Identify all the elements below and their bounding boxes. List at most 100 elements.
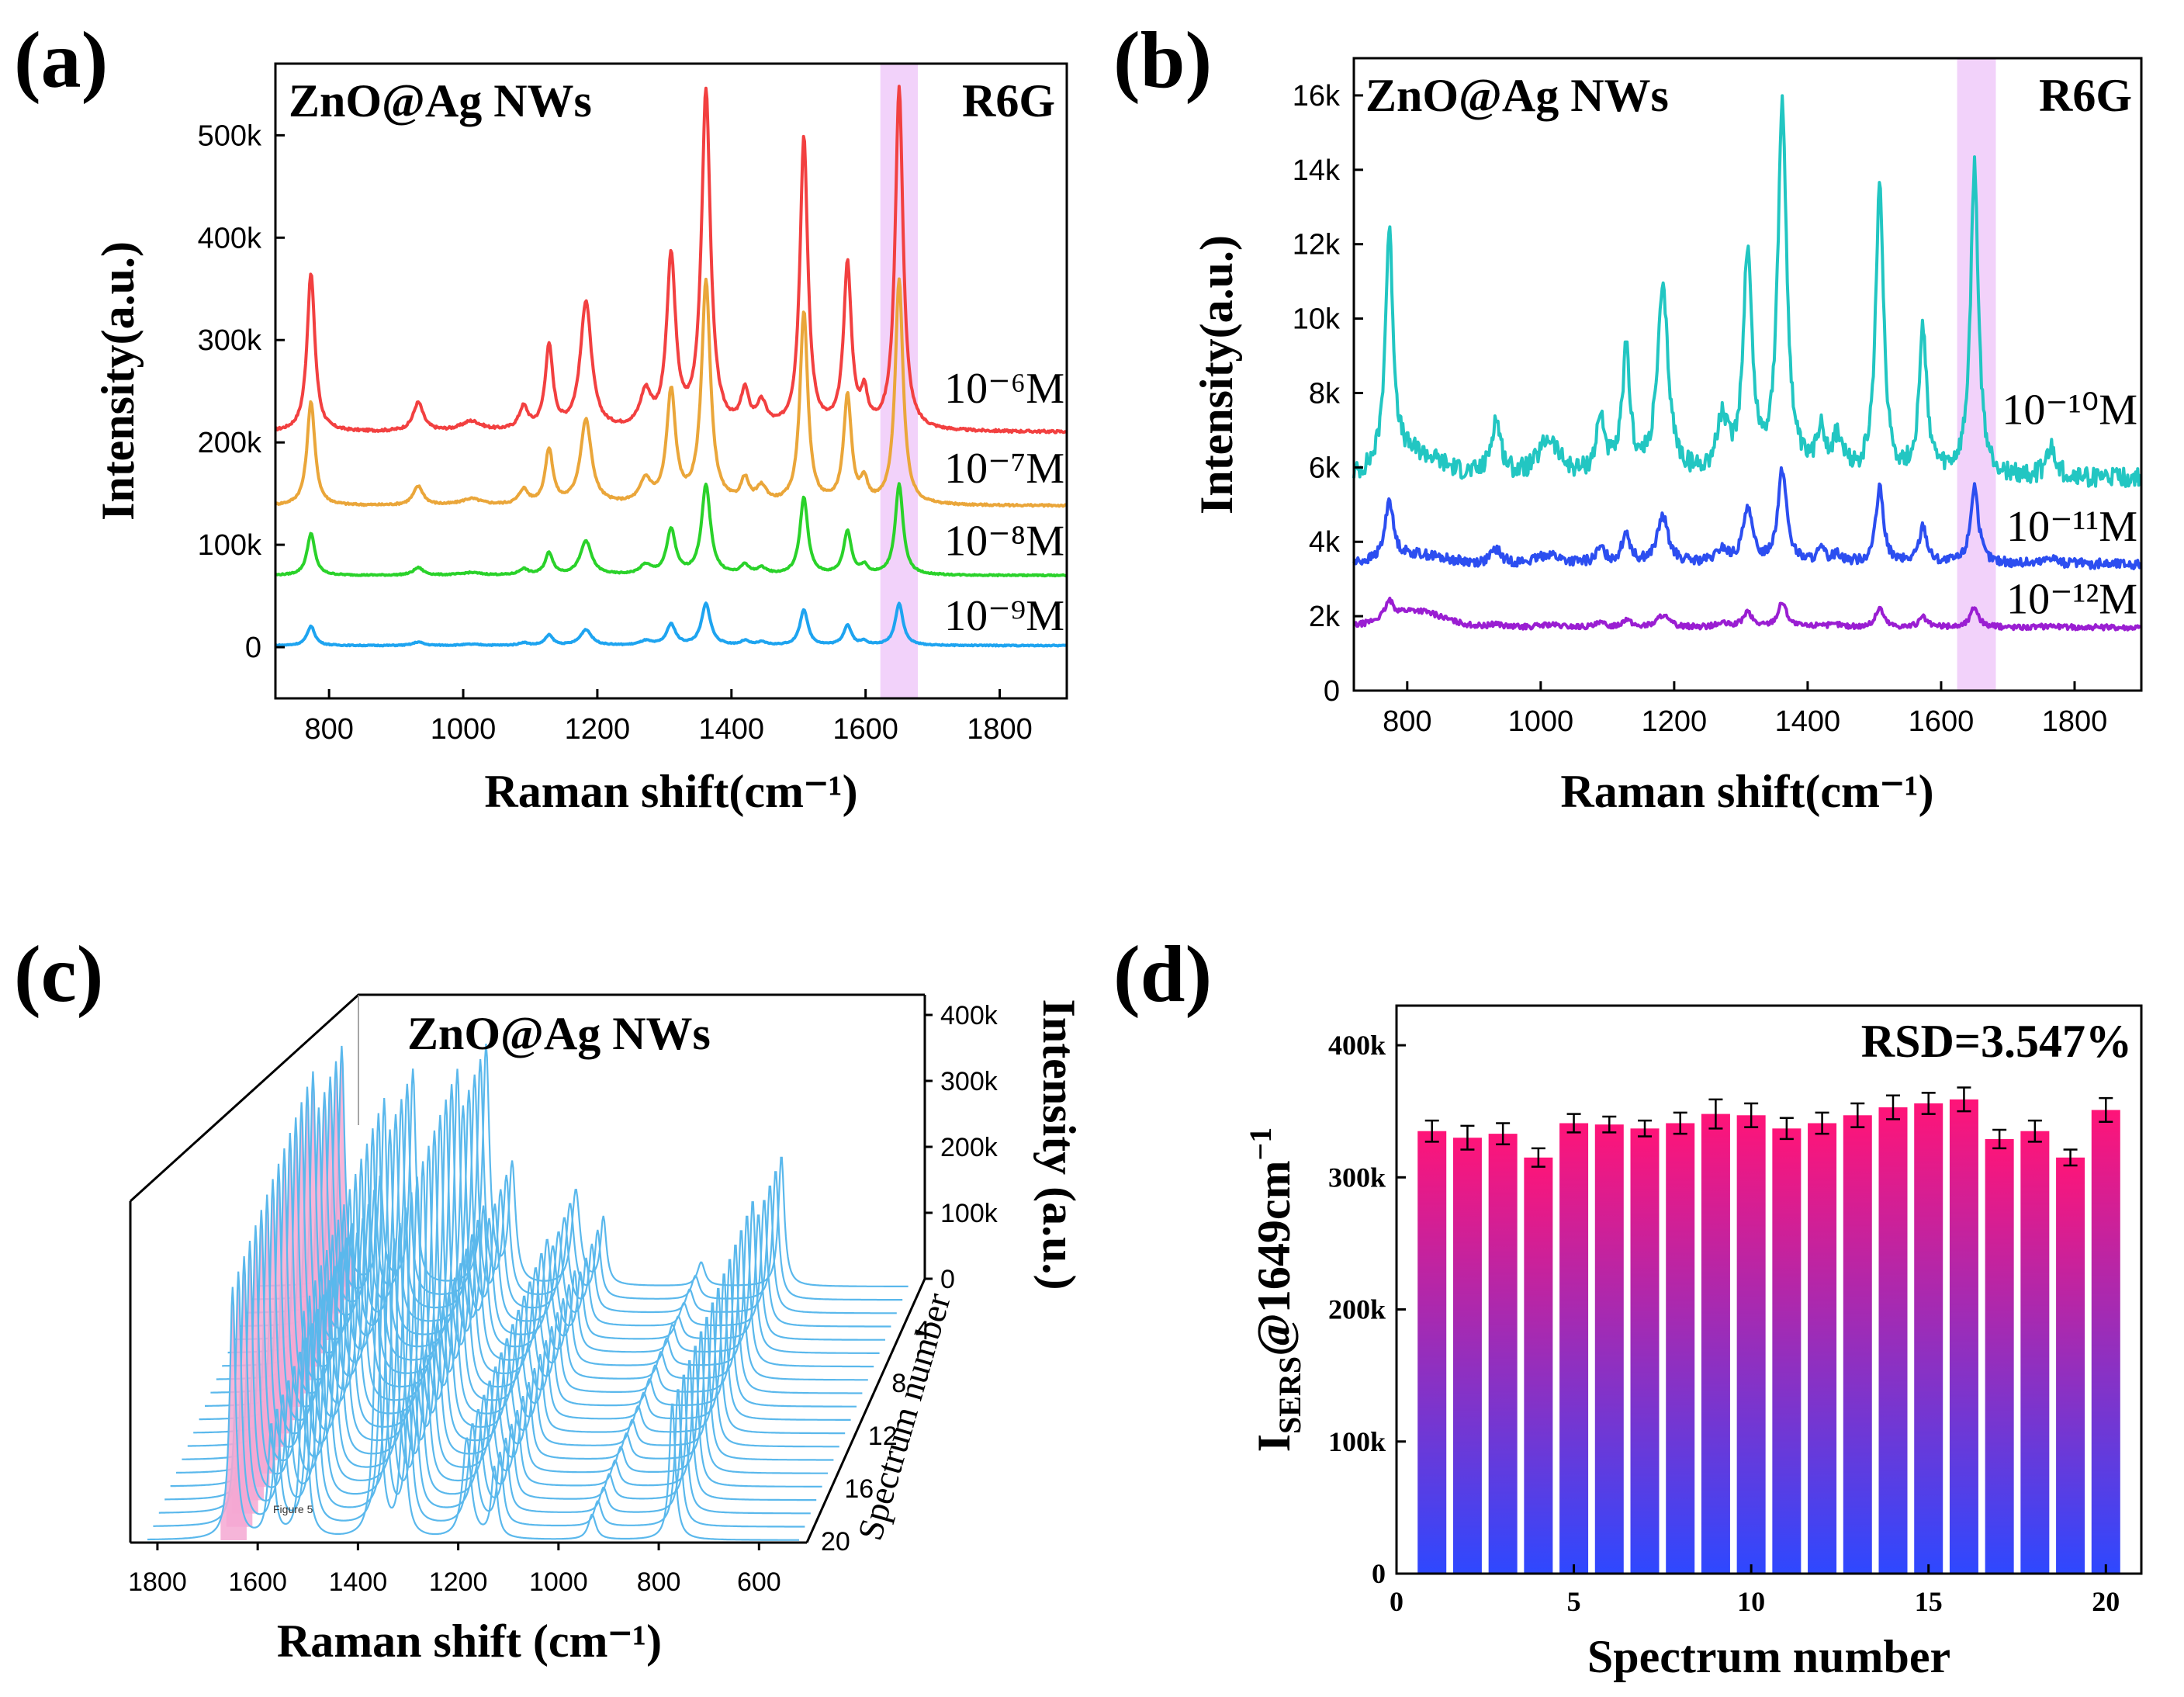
a-series-line-1 (274, 277, 1067, 508)
a-ytick-label-0: 0 (245, 632, 261, 664)
panel-a: (a) 800 1000 1200 1400 1600 1800 0 100k 200k 300… (14, 16, 1068, 817)
b-series-line-0 (1352, 94, 2141, 488)
panel-a-label: (a) (14, 16, 108, 105)
d-bar-14 (1878, 1107, 1908, 1574)
d-ytick-label-2: 200k (1328, 1294, 1386, 1325)
c-xtick-label-6: 600 (737, 1567, 781, 1597)
a-xtick-label-2: 1200 (565, 713, 631, 746)
d-ytick-label-4: 400k (1328, 1030, 1386, 1061)
d-x-ticks: 0 5 10 15 20 (1390, 1564, 2120, 1617)
c-xtick-label-0: 1800 (128, 1567, 187, 1597)
panel-b-label: (b) (1113, 16, 1212, 105)
d-bar-9 (1701, 1113, 1730, 1574)
b-xtick-label-3: 1400 (1775, 705, 1841, 738)
a-y-axis-title: Intensity(a.u.) (92, 241, 144, 521)
d-ylabel-main: I (1248, 1434, 1300, 1452)
b-xtick-label-2: 1200 (1642, 705, 1708, 738)
a-probe-label: R6G (962, 75, 1055, 126)
b-series-line-1 (1352, 466, 2143, 570)
b-conc-label-0: 10⁻¹⁰M (2002, 386, 2137, 435)
d-bar-8 (1666, 1123, 1695, 1574)
c-x-axis-title: Raman shift (cm⁻¹) (277, 1616, 662, 1667)
c-x-ticks: 1800 1600 1400 1200 1000 800 600 (128, 1543, 781, 1597)
a-xtick-label-5: 1800 (967, 713, 1033, 746)
a-plot-frame (274, 62, 1068, 700)
c-xtick-label-3: 1200 (429, 1567, 488, 1597)
d-xtick-label-0: 0 (1390, 1586, 1404, 1617)
c-spectrum-4 (164, 1238, 817, 1501)
a-ytick-label-3: 300k (198, 324, 262, 357)
b-xtick-label-5: 1800 (2042, 705, 2108, 738)
a-series-group (274, 85, 1068, 648)
a-concentration-labels: 10⁻⁶M 10⁻⁷M 10⁻⁸M 10⁻⁹M (944, 365, 1064, 640)
c-ztick-label-3: 300k (940, 1067, 999, 1096)
b-probe-label: R6G (2039, 70, 2132, 121)
c-spectrum-5 (170, 1223, 822, 1488)
d-bar-18 (2020, 1131, 2050, 1574)
b-conc-label-1: 10⁻¹¹M (2006, 503, 2137, 551)
c-ztick-label-2: 200k (940, 1133, 999, 1162)
c-depth-ticks: 48 12 16 20 (821, 1316, 930, 1557)
c-xtick-label-1: 1600 (228, 1567, 287, 1597)
a-conc-label-3: 10⁻⁹M (944, 592, 1064, 640)
d-y-ticks: 0 100k 200k 300k 400k (1328, 1030, 1406, 1589)
b-ytick-label-4: 8k (1309, 377, 1341, 410)
c-z-ticks: 0 100k 200k 300k 400k (925, 1001, 999, 1294)
b-xtick-label-4: 1600 (1909, 705, 1975, 738)
d-bar-1 (1417, 1131, 1447, 1574)
c-ztick-label-4: 400k (940, 1001, 999, 1030)
c-depth-tick-label-3: 16 (844, 1474, 874, 1504)
c-ztick-label-1: 100k (940, 1199, 999, 1228)
c-spectrum-6 (175, 1207, 828, 1474)
panel-d: (d) 0 5 10 15 20 0 100k 200k 300k 400k RSD=3.547… (1113, 930, 2143, 1682)
c-inner-title: ZnO@Ag NWs (407, 1008, 711, 1059)
c-spectrum-1 (147, 1284, 799, 1541)
a-xtick-label-3: 1400 (699, 713, 765, 746)
c-spectrum-7 (182, 1192, 834, 1461)
c-depth-tick-label-1: 8 (891, 1369, 906, 1398)
a-ytick-label-1: 100k (198, 529, 262, 562)
d-xtick-label-1: 5 (1567, 1586, 1581, 1617)
d-xtick-label-3: 15 (1915, 1586, 1943, 1617)
c-z-axis-title: Intensity (a.u.) (1033, 999, 1085, 1290)
b-x-ticks: 800 1000 1200 1400 1600 1800 (1383, 681, 2107, 738)
b-series-group (1352, 94, 2143, 632)
b-series-line-2 (1353, 596, 2142, 632)
a-xtick-label-0: 800 (304, 713, 353, 746)
d-plot-frame (1395, 1004, 2143, 1575)
a-xtick-label-4: 1600 (832, 713, 898, 746)
a-ytick-label-2: 200k (198, 427, 262, 459)
b-ytick-label-8: 16k (1293, 80, 1341, 113)
panel-b: (b) 800 1000 1200 1400 1600 1800 0 2k 4k 6k 8k 10k… (1113, 16, 2143, 817)
d-bar-10 (1736, 1115, 1766, 1574)
b-xtick-label-1: 1000 (1508, 705, 1574, 738)
b-x-axis-title: Raman shift(cm⁻¹) (1560, 766, 1933, 817)
d-bar-3 (1488, 1134, 1518, 1574)
a-series-line-0 (275, 85, 1068, 435)
c-spectrum-9 (193, 1161, 846, 1435)
c-spectrum-10 (199, 1145, 851, 1422)
a-inner-title: ZnO@Ag NWs (289, 75, 592, 126)
b-conc-label-2: 10⁻¹²M (2006, 576, 2137, 624)
d-ytick-label-0: 0 (1372, 1558, 1386, 1589)
d-bar-20 (2091, 1110, 2120, 1574)
d-bar-11 (1772, 1128, 1802, 1574)
a-series-line-3 (275, 601, 1068, 648)
d-x-axis-title: Spectrum number (1587, 1631, 1950, 1682)
b-y-ticks: 0 2k 4k 6k 8k 10k 12k 14k 16k (1293, 80, 1363, 708)
c-depth-tick-label-0: 4 (915, 1316, 930, 1345)
d-bar-2 (1452, 1138, 1482, 1574)
d-bar-4 (1524, 1157, 1553, 1574)
d-ytick-label-1: 100k (1328, 1426, 1386, 1457)
c-xtick-label-2: 1400 (329, 1567, 388, 1597)
a-series-line-2 (275, 482, 1067, 578)
c-xtick-label-4: 1000 (529, 1567, 588, 1597)
d-bars-group (1417, 1086, 2120, 1574)
c-spectrum-8 (187, 1176, 839, 1448)
c-ztick-label-0: 0 (940, 1265, 955, 1294)
d-bar-6 (1594, 1124, 1624, 1574)
a-conc-label-2: 10⁻⁸M (944, 518, 1064, 566)
b-inner-title: ZnO@Ag NWs (1365, 70, 1669, 121)
c-depth-tick-label-4: 20 (821, 1527, 850, 1557)
